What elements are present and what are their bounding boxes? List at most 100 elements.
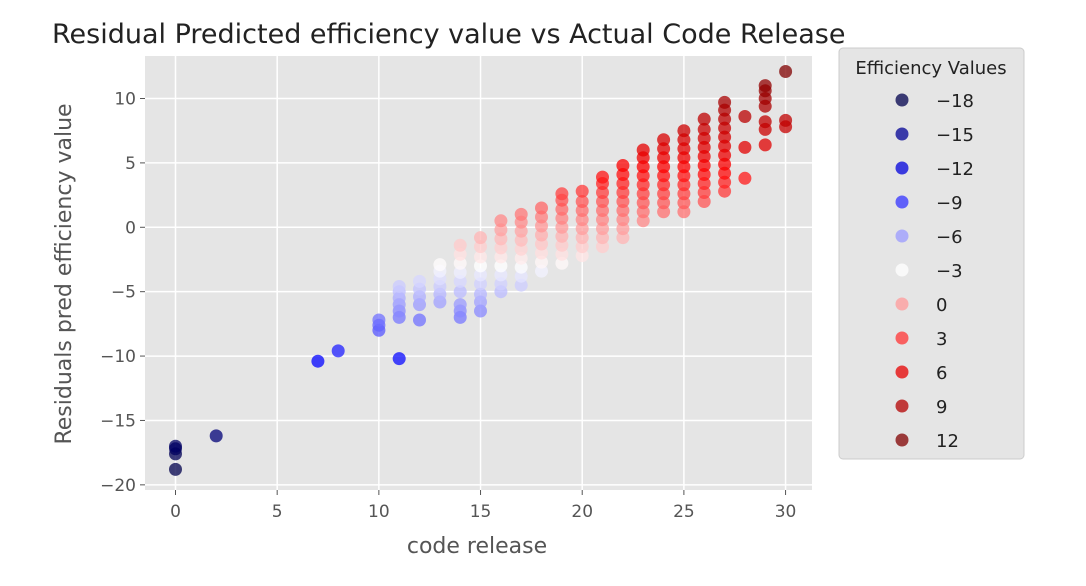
data-point (413, 274, 426, 288)
x-tick-label: 30 (775, 502, 797, 522)
data-point (657, 133, 671, 147)
data-point (575, 204, 589, 217)
data-point (718, 112, 732, 126)
legend-box (838, 47, 1025, 460)
data-point (758, 115, 772, 129)
data-point (677, 187, 691, 201)
data-point (738, 110, 752, 123)
x-axis-label: code release (407, 534, 547, 559)
data-point (453, 298, 467, 312)
legend-label: −3 (936, 261, 963, 282)
data-point (697, 112, 711, 126)
data-point (535, 264, 548, 278)
data-point (514, 278, 528, 292)
data-point (372, 313, 386, 327)
data-point (718, 121, 732, 135)
legend-entries: −18 −15 −12 −9 −6 −3 0 3 6 9 12 (895, 91, 974, 452)
data-point (514, 269, 528, 283)
data-point (555, 220, 569, 234)
data-point (758, 138, 772, 152)
data-point (697, 177, 711, 190)
data-point (535, 237, 548, 251)
data-point (555, 238, 569, 252)
data-point (453, 274, 467, 288)
legend-label: −18 (936, 91, 974, 112)
data-point (474, 277, 487, 291)
data-point (718, 95, 732, 109)
legend: Efficiency Values −18 −15 −12 −9 −6 −3 0 3 6 9 12 (838, 47, 1025, 460)
data-point (514, 251, 528, 265)
data-point (636, 143, 650, 157)
data-point (453, 256, 467, 270)
data-point (494, 268, 508, 282)
x-tick-label: 20 (571, 502, 593, 522)
data-point (616, 195, 630, 208)
data-point (535, 255, 548, 269)
data-point (392, 280, 406, 293)
data-point (535, 201, 548, 215)
data-point (616, 213, 630, 227)
legend-label: 3 (936, 329, 947, 350)
data-point (718, 184, 732, 198)
y-tick-label: −20 (100, 476, 136, 496)
data-point (616, 159, 630, 172)
data-point (311, 354, 325, 368)
data-point (392, 352, 406, 366)
data-point (718, 139, 732, 153)
data-point (677, 133, 691, 147)
data-point (535, 219, 548, 233)
data-point (555, 202, 569, 216)
data-point (697, 186, 711, 199)
data-point (718, 130, 732, 144)
data-point (555, 211, 569, 225)
legend-marker (895, 93, 909, 107)
x-tick-label: 0 (170, 502, 181, 522)
legend-label: 12 (936, 431, 959, 452)
data-point (677, 205, 691, 219)
data-point (453, 265, 467, 279)
data-point (596, 213, 609, 227)
y-tick-label: −10 (100, 347, 136, 367)
data-point (453, 238, 467, 252)
data-point (514, 233, 528, 247)
data-point (169, 439, 182, 453)
data-point (575, 249, 589, 263)
data-point (453, 285, 467, 299)
data-point (636, 214, 650, 228)
data-point (555, 187, 569, 201)
data-point (677, 178, 691, 192)
data-point (555, 256, 569, 270)
legend-label: −15 (936, 125, 974, 146)
data-point (596, 240, 609, 254)
data-point (514, 207, 528, 221)
data-point (616, 186, 630, 199)
x-tick-label: 25 (673, 502, 695, 522)
data-point (575, 231, 589, 245)
chart-title: Residual Predicted efficiency value vs A… (52, 19, 845, 50)
data-point (494, 259, 508, 273)
legend-marker (895, 365, 909, 379)
data-point (677, 151, 691, 165)
data-point (697, 159, 711, 172)
data-point (535, 246, 548, 260)
data-point (657, 187, 671, 201)
data-point (169, 462, 182, 476)
data-point (718, 175, 732, 189)
x-tick-label: 5 (272, 502, 283, 522)
data-point (555, 229, 569, 243)
data-point (494, 214, 508, 228)
legend-marker (895, 331, 909, 345)
legend-label: 9 (936, 397, 947, 418)
data-point (636, 205, 650, 219)
data-point (433, 258, 447, 272)
data-point (718, 148, 732, 162)
legend-label: 0 (936, 295, 947, 316)
data-point (677, 142, 691, 156)
legend-label: −9 (936, 193, 963, 214)
data-point (535, 228, 548, 242)
data-point (779, 65, 793, 78)
legend-label: 6 (936, 363, 947, 384)
data-point (494, 241, 508, 255)
data-point (596, 170, 609, 184)
